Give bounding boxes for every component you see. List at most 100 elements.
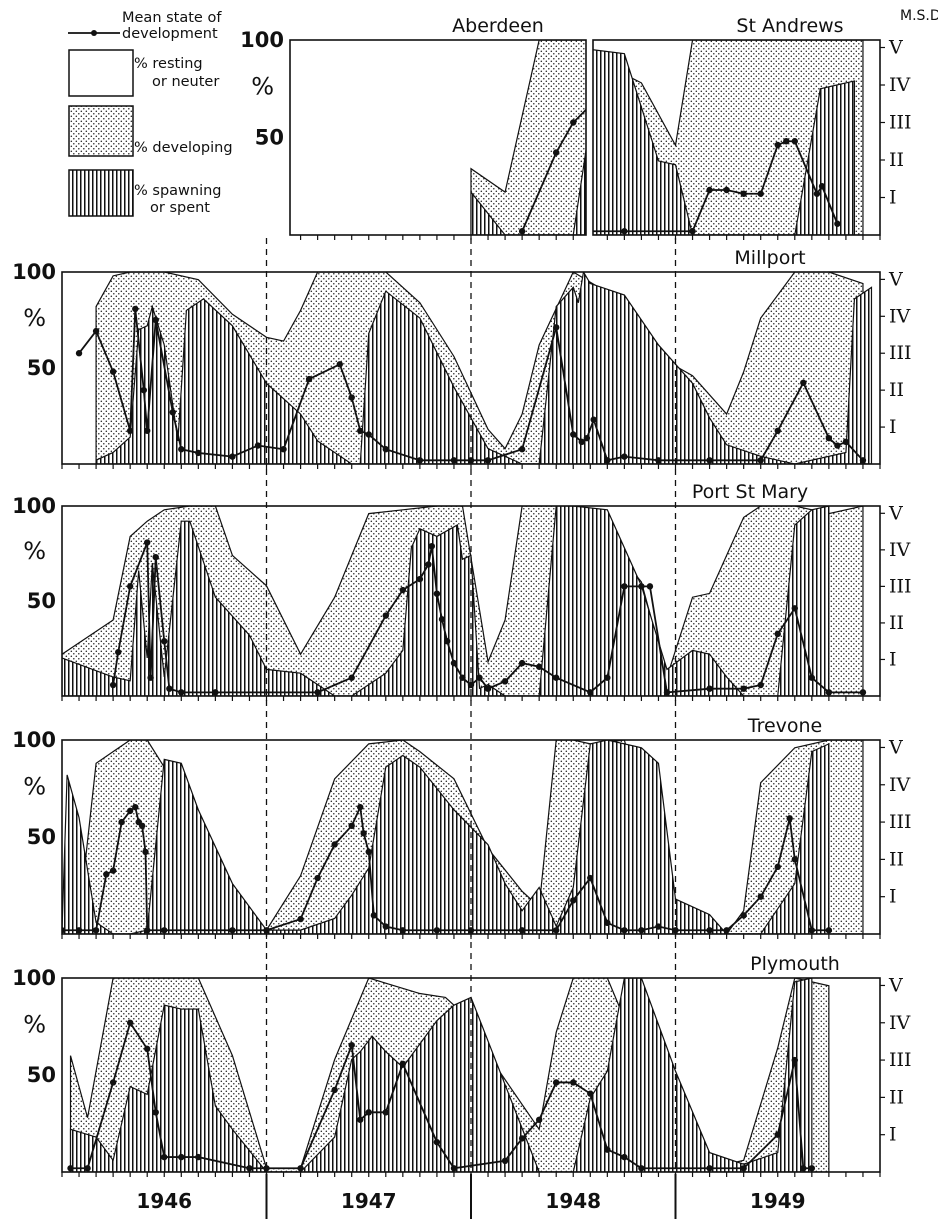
frame-aberdeen	[289, 39, 587, 236]
msd-point-millport-7	[152, 316, 159, 324]
msd-tick-2: II	[889, 149, 904, 171]
msd-tick-1: I	[889, 1124, 897, 1146]
legend-resting-line1: % resting	[134, 56, 203, 72]
panel-title-millport: Millport	[734, 247, 805, 269]
msd-point-st-andrews-0	[493, 119, 499, 125]
msd-point-port-st-mary-37	[757, 681, 764, 689]
msd-point-trevone-29	[570, 897, 577, 904]
msd-point-trevone-12	[161, 927, 168, 934]
msd-point-plymouth-3	[126, 1019, 134, 1026]
series-spawning-plymouth	[69, 978, 813, 1172]
msd-point-plymouth-34	[808, 1165, 816, 1172]
msd-point-plymouth-9	[246, 1165, 253, 1172]
msd-point-port-st-mary-12	[382, 612, 389, 619]
msd-point-port-st-mary-19	[443, 637, 451, 645]
msd-point-port-st-mary-31	[621, 583, 628, 590]
msd-point-trevone-30	[587, 874, 594, 882]
msd-point-aberdeen-16	[885, 176, 891, 182]
msd-point-port-st-mary-7	[166, 685, 173, 692]
msd-point-plymouth-5	[152, 1109, 159, 1116]
msd-point-millport-34	[757, 457, 764, 464]
msd-point-trevone-33	[638, 927, 645, 934]
msd-point-trevone-40	[774, 863, 781, 871]
msd-point-millport-30	[604, 457, 611, 464]
msd-point-trevone-43	[808, 927, 816, 934]
pct-axis-label: %	[251, 73, 274, 101]
msd-point-trevone-22	[370, 912, 378, 919]
msd-point-port-st-mary-33	[646, 583, 654, 590]
msd-point-plymouth-17	[399, 1060, 407, 1068]
msd-point-trevone-20	[360, 830, 367, 837]
msd-point-plymouth-28	[638, 1165, 645, 1172]
msd-point-millport-10	[195, 449, 202, 457]
series-spawning-st-andrews	[593, 49, 856, 235]
panel-title-port-st-mary: Port St Mary	[692, 481, 808, 503]
msd-point-plymouth-19	[450, 1165, 458, 1172]
msd-point-port-st-mary-36	[740, 685, 747, 692]
msd-point-trevone-13	[229, 927, 236, 934]
msd-tick-1: I	[889, 886, 897, 908]
msd-point-trevone-6	[126, 807, 134, 815]
year-label-1949: 1949	[750, 1189, 806, 1213]
msd-point-trevone-1	[75, 927, 83, 934]
msd-point-port-st-mary-16	[428, 542, 436, 550]
year-label-1948: 1948	[545, 1189, 601, 1213]
legend-spawning: % spawning or spent	[68, 169, 222, 217]
legend-msd-line2: development	[122, 26, 218, 42]
msd-point-millport-29	[590, 416, 597, 423]
msd-point-millport-32	[655, 457, 662, 464]
msd-point-port-st-mary-5	[152, 553, 159, 561]
series-spawning-aberdeen	[470, 146, 586, 235]
msd-point-millport-35	[774, 427, 781, 434]
year-dividers	[265, 238, 677, 1219]
msd-point-millport-17	[357, 427, 364, 434]
msd-tick-5: V	[888, 736, 903, 758]
msd-point-millport-13	[280, 446, 287, 453]
msd-point-trevone-32	[621, 927, 628, 934]
msd-point-trevone-19	[357, 803, 364, 811]
msd-point-millport-25	[553, 324, 560, 331]
msd-point-millport-4	[132, 305, 139, 313]
msd-point-st-andrews-9	[706, 186, 713, 194]
msd-point-plymouth-31	[774, 1131, 781, 1138]
panel-title-st-andrews: St Andrews	[736, 15, 843, 37]
pct-tick-100: 100	[12, 494, 56, 518]
msd-tick-4: IV	[889, 74, 911, 96]
msd-point-trevone-7	[132, 803, 139, 811]
msd-point-st-andrews-8	[689, 228, 696, 235]
msd-point-port-st-mary-3	[144, 539, 151, 546]
msd-point-plymouth-0	[67, 1165, 74, 1172]
msd-point-millport-26	[570, 431, 577, 438]
msd-point-plymouth-29	[706, 1165, 713, 1172]
msd-point-millport-6	[144, 427, 151, 434]
pct-tick-100: 100	[12, 728, 56, 752]
msd-point-trevone-18	[348, 822, 355, 830]
msd-point-plymouth-20	[501, 1157, 509, 1165]
msd-point-st-andrews-17	[818, 183, 826, 190]
msd-point-aberdeen-15	[868, 221, 874, 227]
msd-point-trevone-15	[297, 915, 304, 923]
msd-point-port-st-mary-26	[518, 659, 526, 667]
msd-point-port-st-mary-32	[638, 583, 645, 590]
msd-point-trevone-23	[382, 923, 389, 930]
msd-point-st-andrews-15	[791, 138, 798, 145]
msd-point-trevone-9	[138, 822, 146, 830]
msd-point-port-st-mary-35	[706, 685, 713, 692]
msd-point-millport-36	[800, 379, 807, 386]
msd-point-millport-16	[348, 394, 355, 401]
msd-point-plymouth-14	[357, 1116, 364, 1123]
msd-point-plymouth-21	[518, 1135, 526, 1142]
msd-point-millport-38	[834, 442, 841, 449]
pct-axis-label: %	[23, 537, 46, 565]
msd-tick-2: II	[889, 379, 904, 401]
msd-point-plymouth-32	[791, 1056, 798, 1064]
msd-point-millport-39	[842, 438, 850, 446]
msd-point-st-andrews-11	[740, 190, 747, 197]
msd-point-port-st-mary-40	[808, 674, 816, 681]
msd-tick-2: II	[889, 612, 904, 634]
msd-tick-2: II	[889, 1086, 904, 1108]
pct-tick-100: 100	[12, 966, 56, 990]
